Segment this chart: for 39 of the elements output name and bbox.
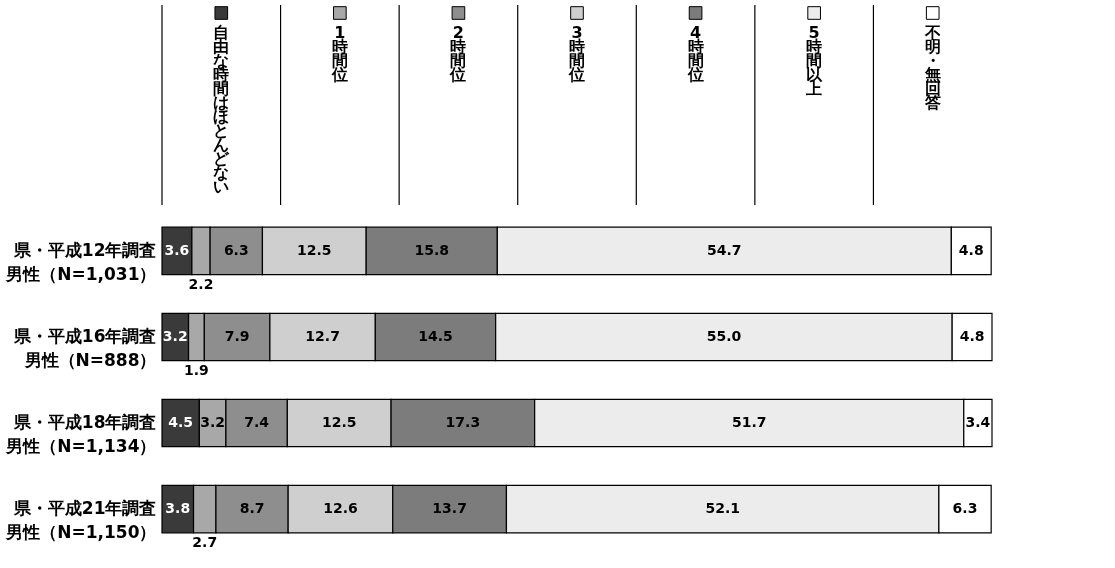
legend-label: 5時間以上	[805, 23, 824, 98]
data-label: 13.7	[432, 500, 467, 517]
data-label: 12.5	[297, 241, 332, 258]
data-label: 54.7	[707, 241, 742, 258]
data-label: 3.6	[164, 241, 190, 258]
y-tick-label: 県・平成21年調査男性（N=1,150）	[5, 498, 157, 543]
text: 自由な時間はほとんどない	[213, 23, 230, 196]
data-label: 15.8	[414, 241, 450, 258]
data-label: 1.9	[184, 361, 209, 378]
data-label: 4.8	[958, 241, 984, 258]
data-label: 12.5	[321, 414, 357, 431]
data-label: 4.8	[959, 327, 985, 344]
data-label: 17.3	[445, 414, 481, 431]
data-label: 3.8	[165, 500, 191, 517]
data-label: 3.4	[965, 414, 991, 431]
data-label: 12.7	[305, 327, 340, 344]
y-tick-label: 県・平成12年調査男性（N=1,031）	[5, 239, 157, 284]
data-label: 52.1	[705, 500, 740, 517]
legend-label: 4時間位	[686, 23, 704, 84]
data-label: 3.2	[162, 327, 188, 344]
data-label: 55.0	[706, 327, 742, 344]
data-label: 14.5	[418, 327, 453, 344]
legend-label: 不明・無回答	[923, 23, 941, 112]
data-label: 8.7	[239, 500, 265, 517]
data-label: 2.2	[188, 275, 214, 292]
y-tick-label: 県・平成18年調査男性（N=1,134）	[5, 412, 157, 457]
y-tick-label: 県・平成16年調査男性（N=888）	[12, 325, 157, 370]
data-label: 3.2	[200, 414, 226, 431]
data-label: 7.4	[244, 414, 270, 431]
data-label: 51.7	[731, 414, 767, 431]
legend-label: 3時間位	[568, 23, 585, 84]
legend-label: 2時間位	[449, 23, 467, 84]
legend-label: 1時間位	[330, 23, 348, 84]
data-label: 4.5	[168, 414, 194, 431]
data-label: 6.3	[952, 500, 978, 517]
data-label: 2.7	[192, 534, 218, 551]
data-label: 12.6	[323, 500, 358, 517]
data-label: 6.3	[223, 241, 249, 258]
data-label: 7.9	[224, 327, 250, 344]
